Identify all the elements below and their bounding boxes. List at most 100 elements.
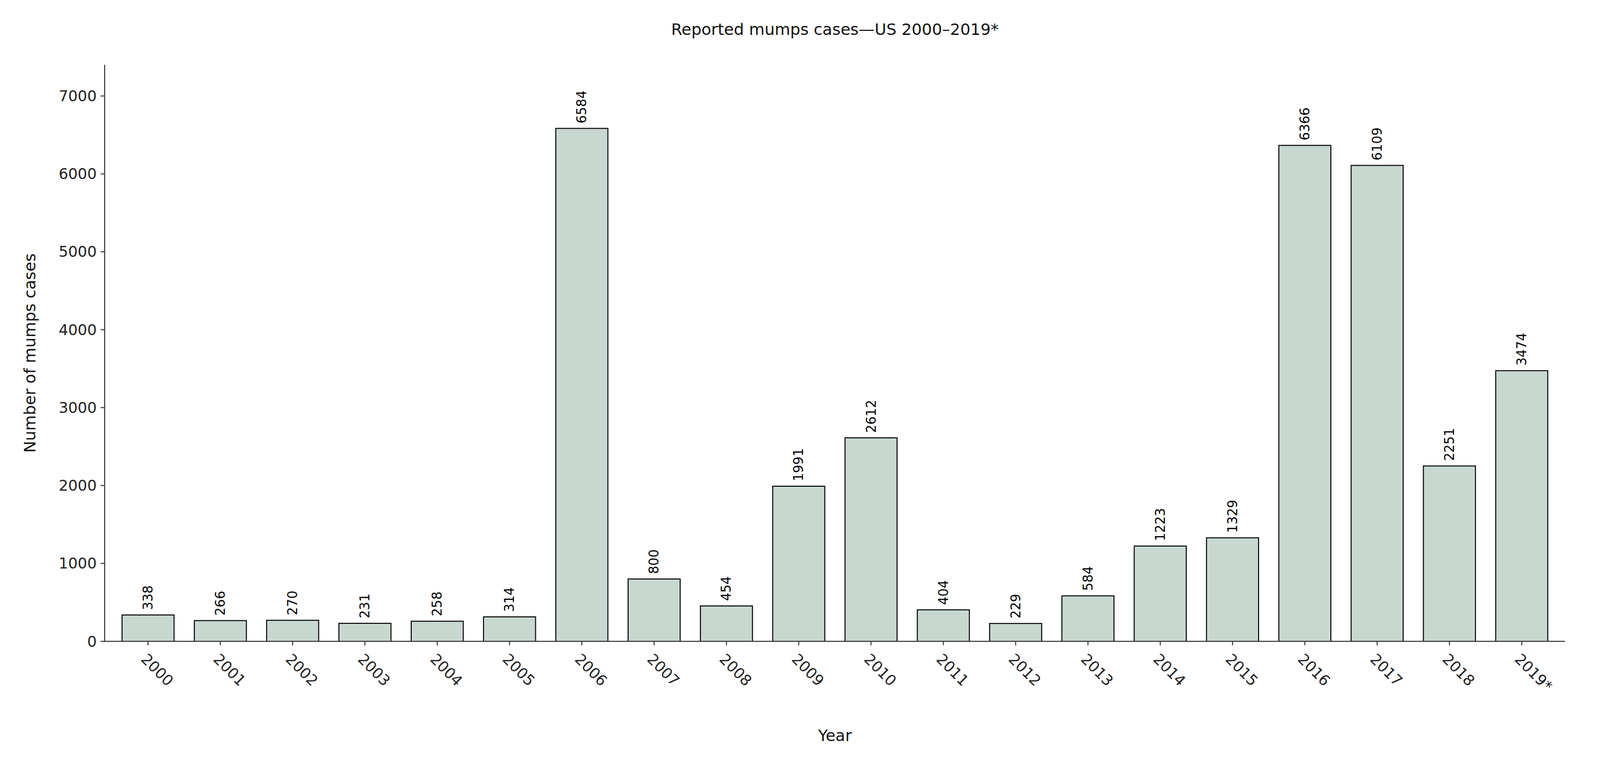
y-tick-label: 6000 [58,164,97,183]
x-tick-label: 2009 [788,649,828,690]
x-tick [653,640,655,645]
x-tick [1448,640,1450,645]
data-labels: 3382662702312583146584800454199126124042… [140,90,1530,619]
data-label: 338 [140,585,156,611]
bar [1134,545,1187,641]
y-tick-label: 7000 [58,87,97,105]
x-tick [219,640,221,645]
data-label: 2612 [863,399,879,433]
x-tick-label: 2008 [716,649,756,690]
bar [483,616,536,641]
data-label: 3474 [1514,332,1530,366]
x-tick [1521,640,1523,645]
data-label: 800 [646,548,662,574]
x-tick [292,640,294,645]
y-tick [100,640,105,642]
x-tick-label: 2007 [643,649,684,690]
bar [844,437,897,641]
x-tick-label: 2012 [1005,649,1045,690]
bar [338,623,391,641]
bar [1279,145,1331,641]
x-tick [508,640,510,645]
y-tick-label: 0 [87,632,97,650]
x-tick-label: 2013 [1077,649,1118,690]
data-label: 231 [357,593,373,619]
x-tick [798,640,800,645]
y-tick [100,484,105,486]
x-tick-label: 2000 [137,649,177,690]
data-label: 270 [285,590,301,616]
x-tick-label: 2016 [1294,649,1334,690]
x-axis-line [104,640,1566,642]
y-tick [100,173,105,175]
x-tick [147,640,149,645]
bar [555,128,608,641]
x-tick-label: 2002 [282,649,322,690]
bar [1206,537,1259,641]
x-tick-label: 2014 [1149,649,1190,690]
bar [194,620,247,641]
data-label: 6109 [1369,127,1385,161]
y-axis-line [104,64,106,641]
y-tick [100,328,105,330]
y-tick-label: 4000 [58,320,97,339]
data-label: 314 [501,586,517,612]
bar [772,485,825,641]
x-tick [1087,640,1089,645]
bar [1495,370,1548,641]
data-label: 6366 [1297,107,1313,141]
x-tick-label: 2004 [426,649,467,690]
chart-container: 3382662702312583146584800454199126124042… [0,0,1600,761]
bar [266,620,319,641]
y-tick [100,95,105,97]
x-axis-label: Year [817,725,853,745]
bar [411,621,464,641]
axes: 0 1000 2000 3000 4000 5000 6000 7000 2000 2001 200… [58,64,1566,695]
x-tick-label: 2005 [498,649,539,690]
x-tick-label: 2006 [571,649,612,690]
y-tick-label: 5000 [58,242,97,261]
bar [700,605,753,641]
x-tick [364,640,366,645]
x-tick-label: 2003 [354,649,394,690]
bar [122,614,174,641]
x-tick-label: 2001 [209,649,250,690]
x-tick [1304,640,1306,645]
data-label: 1329 [1225,499,1241,533]
y-tick [100,251,105,253]
bars [122,128,1548,641]
bar [628,578,680,641]
x-tick [943,640,945,645]
x-tick [1015,640,1017,645]
y-tick [100,562,105,564]
y-axis-label: Number of mumps cases [20,253,40,453]
bar [1061,595,1114,641]
data-label: 229 [1008,593,1024,619]
x-tick [870,640,872,645]
data-label: 1223 [1152,507,1168,541]
background [0,0,1600,761]
data-label: 2251 [1441,427,1457,461]
bar [917,609,969,641]
data-label: 1991 [791,448,806,481]
data-label: 6584 [574,90,590,124]
x-tick [436,640,438,645]
x-tick-label: 2017 [1366,649,1407,690]
chart: 3382662702312583146584800454199126124042… [0,0,1600,761]
x-tick-label: 2015 [1222,649,1262,690]
x-tick-label: 2018 [1439,649,1479,690]
x-tick [581,640,583,645]
x-tick [1159,640,1161,645]
y-tick [100,406,105,408]
x-tick-label: 2019* [1511,649,1556,695]
data-label: 584 [1080,565,1096,591]
data-label: 454 [718,575,734,601]
x-tick [1232,640,1234,645]
y-tick-label: 3000 [58,398,97,417]
x-tick [725,640,727,645]
bar [989,623,1042,641]
title: Reported mumps cases—US 2000–2019* [670,19,999,39]
y-tick-label: 2000 [58,476,97,494]
x-tick-label: 2011 [933,649,973,690]
y-tick-label: 1000 [58,554,97,572]
